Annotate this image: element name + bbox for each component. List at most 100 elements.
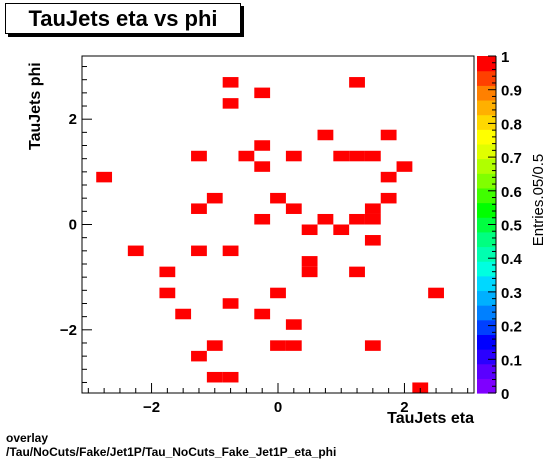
heatmap-cell — [175, 308, 192, 320]
heatmap-cell — [206, 340, 223, 351]
heatmap-cell — [254, 308, 271, 320]
palette-swatch — [477, 202, 496, 218]
palette-swatch — [477, 173, 496, 189]
palette-swatch — [477, 158, 496, 174]
palette-swatch — [477, 305, 496, 321]
heatmap-cell — [364, 235, 381, 246]
z-tick-label: 0.8 — [501, 116, 522, 133]
heatmap-cell — [206, 192, 223, 204]
heatmap-cell — [191, 350, 207, 362]
heatmap-cell — [364, 203, 381, 214]
heatmap-cell — [222, 98, 239, 109]
palette-swatch — [477, 261, 496, 277]
heatmap-cell — [364, 150, 381, 162]
heatmap-cell — [159, 287, 176, 299]
palette-swatch — [477, 231, 496, 248]
palette-swatch — [477, 114, 496, 130]
heatmap-cell — [254, 213, 271, 225]
palette-swatch — [477, 334, 496, 350]
heatmap-cell — [317, 129, 334, 141]
z-tick-label: 1 — [501, 49, 509, 66]
palette-swatch — [477, 378, 496, 394]
heatmap-cell — [349, 213, 365, 225]
heatmap-cell — [349, 266, 365, 278]
heatmap-cell — [254, 140, 271, 151]
heatmap-cell — [396, 161, 413, 172]
y-axis-label: TauJets phi — [27, 62, 44, 150]
z-tick-label: 0 — [501, 386, 509, 403]
heatmap-cell — [349, 77, 365, 88]
palette-swatch — [477, 319, 496, 335]
heatmap-cell — [380, 129, 397, 141]
z-tick-label: 0.5 — [501, 218, 522, 235]
chart-title: TauJets eta vs phi — [28, 6, 218, 31]
axes: −2 0 2 −2 0 2 — [60, 66, 469, 416]
x-tick-label: −2 — [143, 399, 160, 416]
heatmap-cell — [364, 340, 381, 351]
heatmap-cell — [380, 171, 397, 183]
heatmap-cell — [270, 192, 286, 204]
heatmap-cell — [127, 245, 144, 257]
title-box: TauJets eta vs phi — [5, 3, 241, 34]
heatmap-cell — [364, 213, 381, 225]
z-tick-label: 0.3 — [501, 285, 522, 302]
heatmap-cell — [222, 245, 239, 257]
palette-swatch — [477, 290, 496, 306]
y-tick-label: 2 — [69, 111, 77, 128]
x-axis-label: TauJets eta — [387, 410, 474, 427]
palette-swatch — [477, 143, 496, 160]
palette-swatch — [477, 363, 496, 379]
heatmap-cell — [222, 371, 239, 383]
heatmap-cell — [301, 256, 318, 267]
z-tick-label: 0.9 — [501, 83, 522, 100]
palette-swatch — [477, 217, 496, 233]
z-axis-label: Entries.05/0.5 — [530, 154, 546, 247]
heatmap-cell — [191, 203, 207, 214]
z-tick-label: 0.6 — [501, 184, 522, 201]
heatmap-cell — [412, 382, 429, 393]
heatmap-cell — [206, 371, 223, 383]
heatmap-cell — [254, 87, 271, 99]
heatmap-cell — [159, 266, 176, 278]
heatmap-cell — [285, 203, 302, 214]
palette-swatch — [477, 70, 496, 86]
palette-swatch — [477, 85, 496, 101]
heatmap-cell — [333, 224, 350, 236]
heatmap-cell — [270, 340, 286, 351]
footer-path-label: /Tau/NoCuts/Fake/Jet1P/Tau_NoCuts_Fake_J… — [6, 445, 337, 459]
x-tick-label: 0 — [274, 399, 282, 416]
z-tick-label: 0.4 — [501, 251, 523, 268]
heatmap-cell — [222, 77, 239, 88]
heatmap-cell — [349, 150, 365, 162]
palette-swatch — [477, 275, 496, 292]
palette-swatch — [477, 99, 496, 116]
palette-swatch — [477, 187, 496, 204]
heatmap-cells — [96, 77, 444, 393]
z-tick-label: 0.7 — [501, 150, 522, 167]
palette-swatch — [477, 56, 496, 72]
heatmap-cell — [333, 150, 350, 162]
heatmap-cell — [96, 171, 113, 183]
palette-swatch — [477, 349, 496, 365]
heatmap-cell — [301, 224, 318, 236]
z-tick-label: 0.2 — [501, 319, 522, 336]
palette-swatch — [477, 246, 496, 262]
heatmap-cell — [238, 150, 255, 162]
x-tick-label: 2 — [400, 399, 408, 416]
heatmap-cell — [428, 287, 444, 299]
heatmap-cell — [380, 192, 397, 204]
heatmap-cell — [301, 266, 318, 278]
heatmap-cell — [285, 319, 302, 330]
y-tick-label: 0 — [69, 217, 77, 234]
heatmap-cell — [191, 245, 207, 257]
heatmap-cell — [222, 298, 239, 309]
heatmap-cell — [285, 340, 302, 351]
footer-overlay-label: overlay — [6, 431, 49, 445]
color-palette: 0 0.1 0.2 0.3 0.4 0.5 0.6 0.7 0.8 0.9 1 — [477, 49, 523, 403]
heatmap-cell — [317, 213, 334, 225]
y-tick-label: −2 — [60, 322, 77, 339]
heatmap-cell — [270, 287, 286, 299]
z-tick-label: 0.1 — [501, 352, 522, 369]
heatmap-cell — [254, 161, 271, 172]
